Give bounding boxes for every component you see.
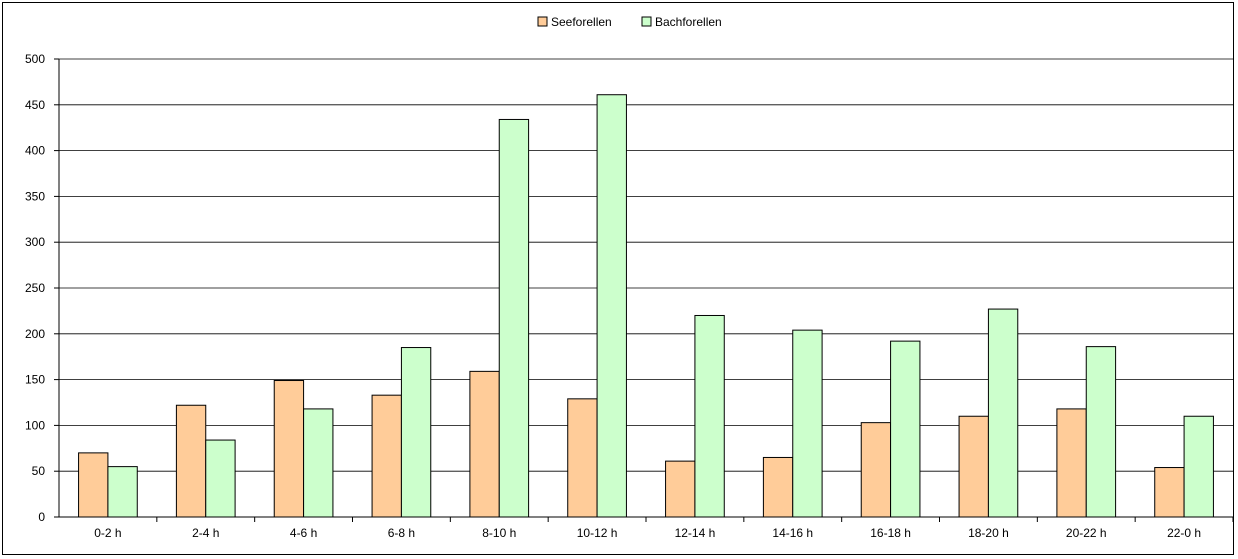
bar-bachforellen [694, 314, 725, 518]
bar-seeforellen [665, 460, 696, 518]
bar-seeforellen [1154, 467, 1185, 518]
legend-swatch-seeforellen [537, 16, 548, 27]
legend-swatch-bachforellen [641, 16, 652, 27]
x-tick-label: 10-12 h [577, 526, 618, 540]
bar-seeforellen [371, 394, 402, 518]
bar-seeforellen [273, 380, 305, 518]
axes [54, 58, 1234, 522]
x-tick-labels: 0-2 h 2-4 h 4-6 h 6-8 h 8-10 h 10-12 h 12-14 h… [94, 526, 1201, 540]
bar-bachforellen [987, 308, 1019, 518]
y-tick-label: 200 [25, 327, 45, 341]
bar-bachforellen [205, 439, 236, 518]
y-tick-label: 250 [25, 281, 45, 295]
bar-seeforellen [860, 422, 892, 518]
x-tick-label: 8-10 h [482, 526, 516, 540]
bar-seeforellen [1056, 408, 1087, 518]
x-tick-label: 14-16 h [772, 526, 813, 540]
x-tick-label: 2-4 h [192, 526, 219, 540]
x-tick-label: 18-20 h [968, 526, 1009, 540]
bar-seeforellen [567, 398, 598, 518]
bar-bachforellen [400, 347, 432, 518]
legend-label-bachforellen: Bachforellen [655, 15, 722, 29]
x-tick-label: 12-14 h [675, 526, 716, 540]
bars [78, 94, 1214, 518]
bar-seeforellen [958, 415, 989, 518]
bar-bachforellen [107, 466, 138, 518]
bar-bachforellen [596, 94, 627, 518]
bar-bachforellen [1085, 346, 1117, 518]
bar-bachforellen [1183, 415, 1214, 518]
x-tick-label: 6-8 h [388, 526, 415, 540]
y-tick-labels: 0 50 100 150 200 250 300 350 400 450 500 [25, 52, 45, 524]
legend: Seeforellen Bachforellen [537, 15, 722, 29]
y-tick-label: 400 [25, 144, 45, 158]
y-tick-label: 450 [25, 98, 45, 112]
bar-bachforellen [792, 329, 823, 518]
x-tick-label: 16-18 h [870, 526, 911, 540]
bar-seeforellen [175, 404, 207, 518]
y-tick-label: 500 [25, 52, 45, 66]
bar-bachforellen [303, 408, 334, 518]
y-tick-label: 300 [25, 235, 45, 249]
x-tick-label: 4-6 h [290, 526, 317, 540]
x-tick-label: 20-22 h [1066, 526, 1107, 540]
y-tick-label: 350 [25, 189, 45, 203]
bar-seeforellen [762, 456, 794, 518]
y-tick-label: 0 [38, 510, 45, 524]
x-tick-label: 0-2 h [94, 526, 121, 540]
bar-seeforellen [78, 452, 109, 518]
gridlines [59, 58, 1233, 472]
y-tick-label: 100 [25, 418, 45, 432]
y-tick-label: 50 [32, 464, 46, 478]
y-tick-label: 150 [25, 373, 45, 387]
legend-label-seeforellen: Seeforellen [551, 15, 612, 29]
bar-bachforellen [498, 118, 530, 518]
bar-bachforellen [890, 340, 921, 518]
x-tick-label: 22-0 h [1167, 526, 1201, 540]
bar-seeforellen [469, 370, 500, 518]
